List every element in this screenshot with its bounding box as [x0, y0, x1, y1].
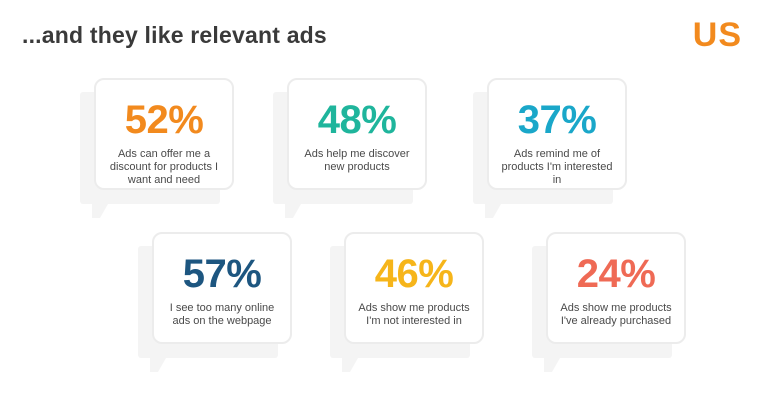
brand-logo: US	[692, 16, 742, 54]
stat-card-box: 46% Ads show me products I'm not interes…	[344, 232, 484, 344]
page-title: ...and they like relevant ads	[22, 22, 327, 48]
stat-percent: 48%	[317, 98, 397, 142]
stat-card-discount: 52% Ads can offer me a discount for prod…	[80, 78, 234, 218]
stat-card-box: 52% Ads can offer me a discount for prod…	[94, 78, 234, 190]
stat-card-box: 37% Ads remind me of products I'm intere…	[487, 78, 627, 190]
stat-card-already-purchased: 24% Ads show me products I've already pu…	[532, 232, 686, 372]
stat-card-box: 48% Ads help me discover new products	[287, 78, 427, 190]
stat-card-remind: 37% Ads remind me of products I'm intere…	[473, 78, 627, 218]
stat-card-box: 57% I see too many online ads on the web…	[152, 232, 292, 344]
stat-percent: 57%	[182, 252, 262, 296]
stat-description: Ads can offer me a discount for products…	[109, 148, 219, 186]
stat-description: Ads remind me of products I'm interested…	[501, 148, 613, 186]
stat-description: I see too many online ads on the webpage	[169, 302, 275, 327]
stat-percent: 52%	[124, 98, 204, 142]
stat-card-too-many: 57% I see too many online ads on the web…	[138, 232, 292, 372]
stat-description: Ads show me products I'm not interested …	[358, 302, 470, 327]
stat-percent: 37%	[517, 98, 597, 142]
stat-description: Ads show me products I've already purcha…	[560, 302, 672, 327]
stat-description: Ads help me discover new products	[304, 148, 410, 173]
stat-percent: 24%	[576, 252, 656, 296]
stat-card-not-interested: 46% Ads show me products I'm not interes…	[330, 232, 484, 372]
stat-percent: 46%	[374, 252, 454, 296]
stat-card-box: 24% Ads show me products I've already pu…	[546, 232, 686, 344]
stat-card-discover: 48% Ads help me discover new products	[273, 78, 427, 218]
